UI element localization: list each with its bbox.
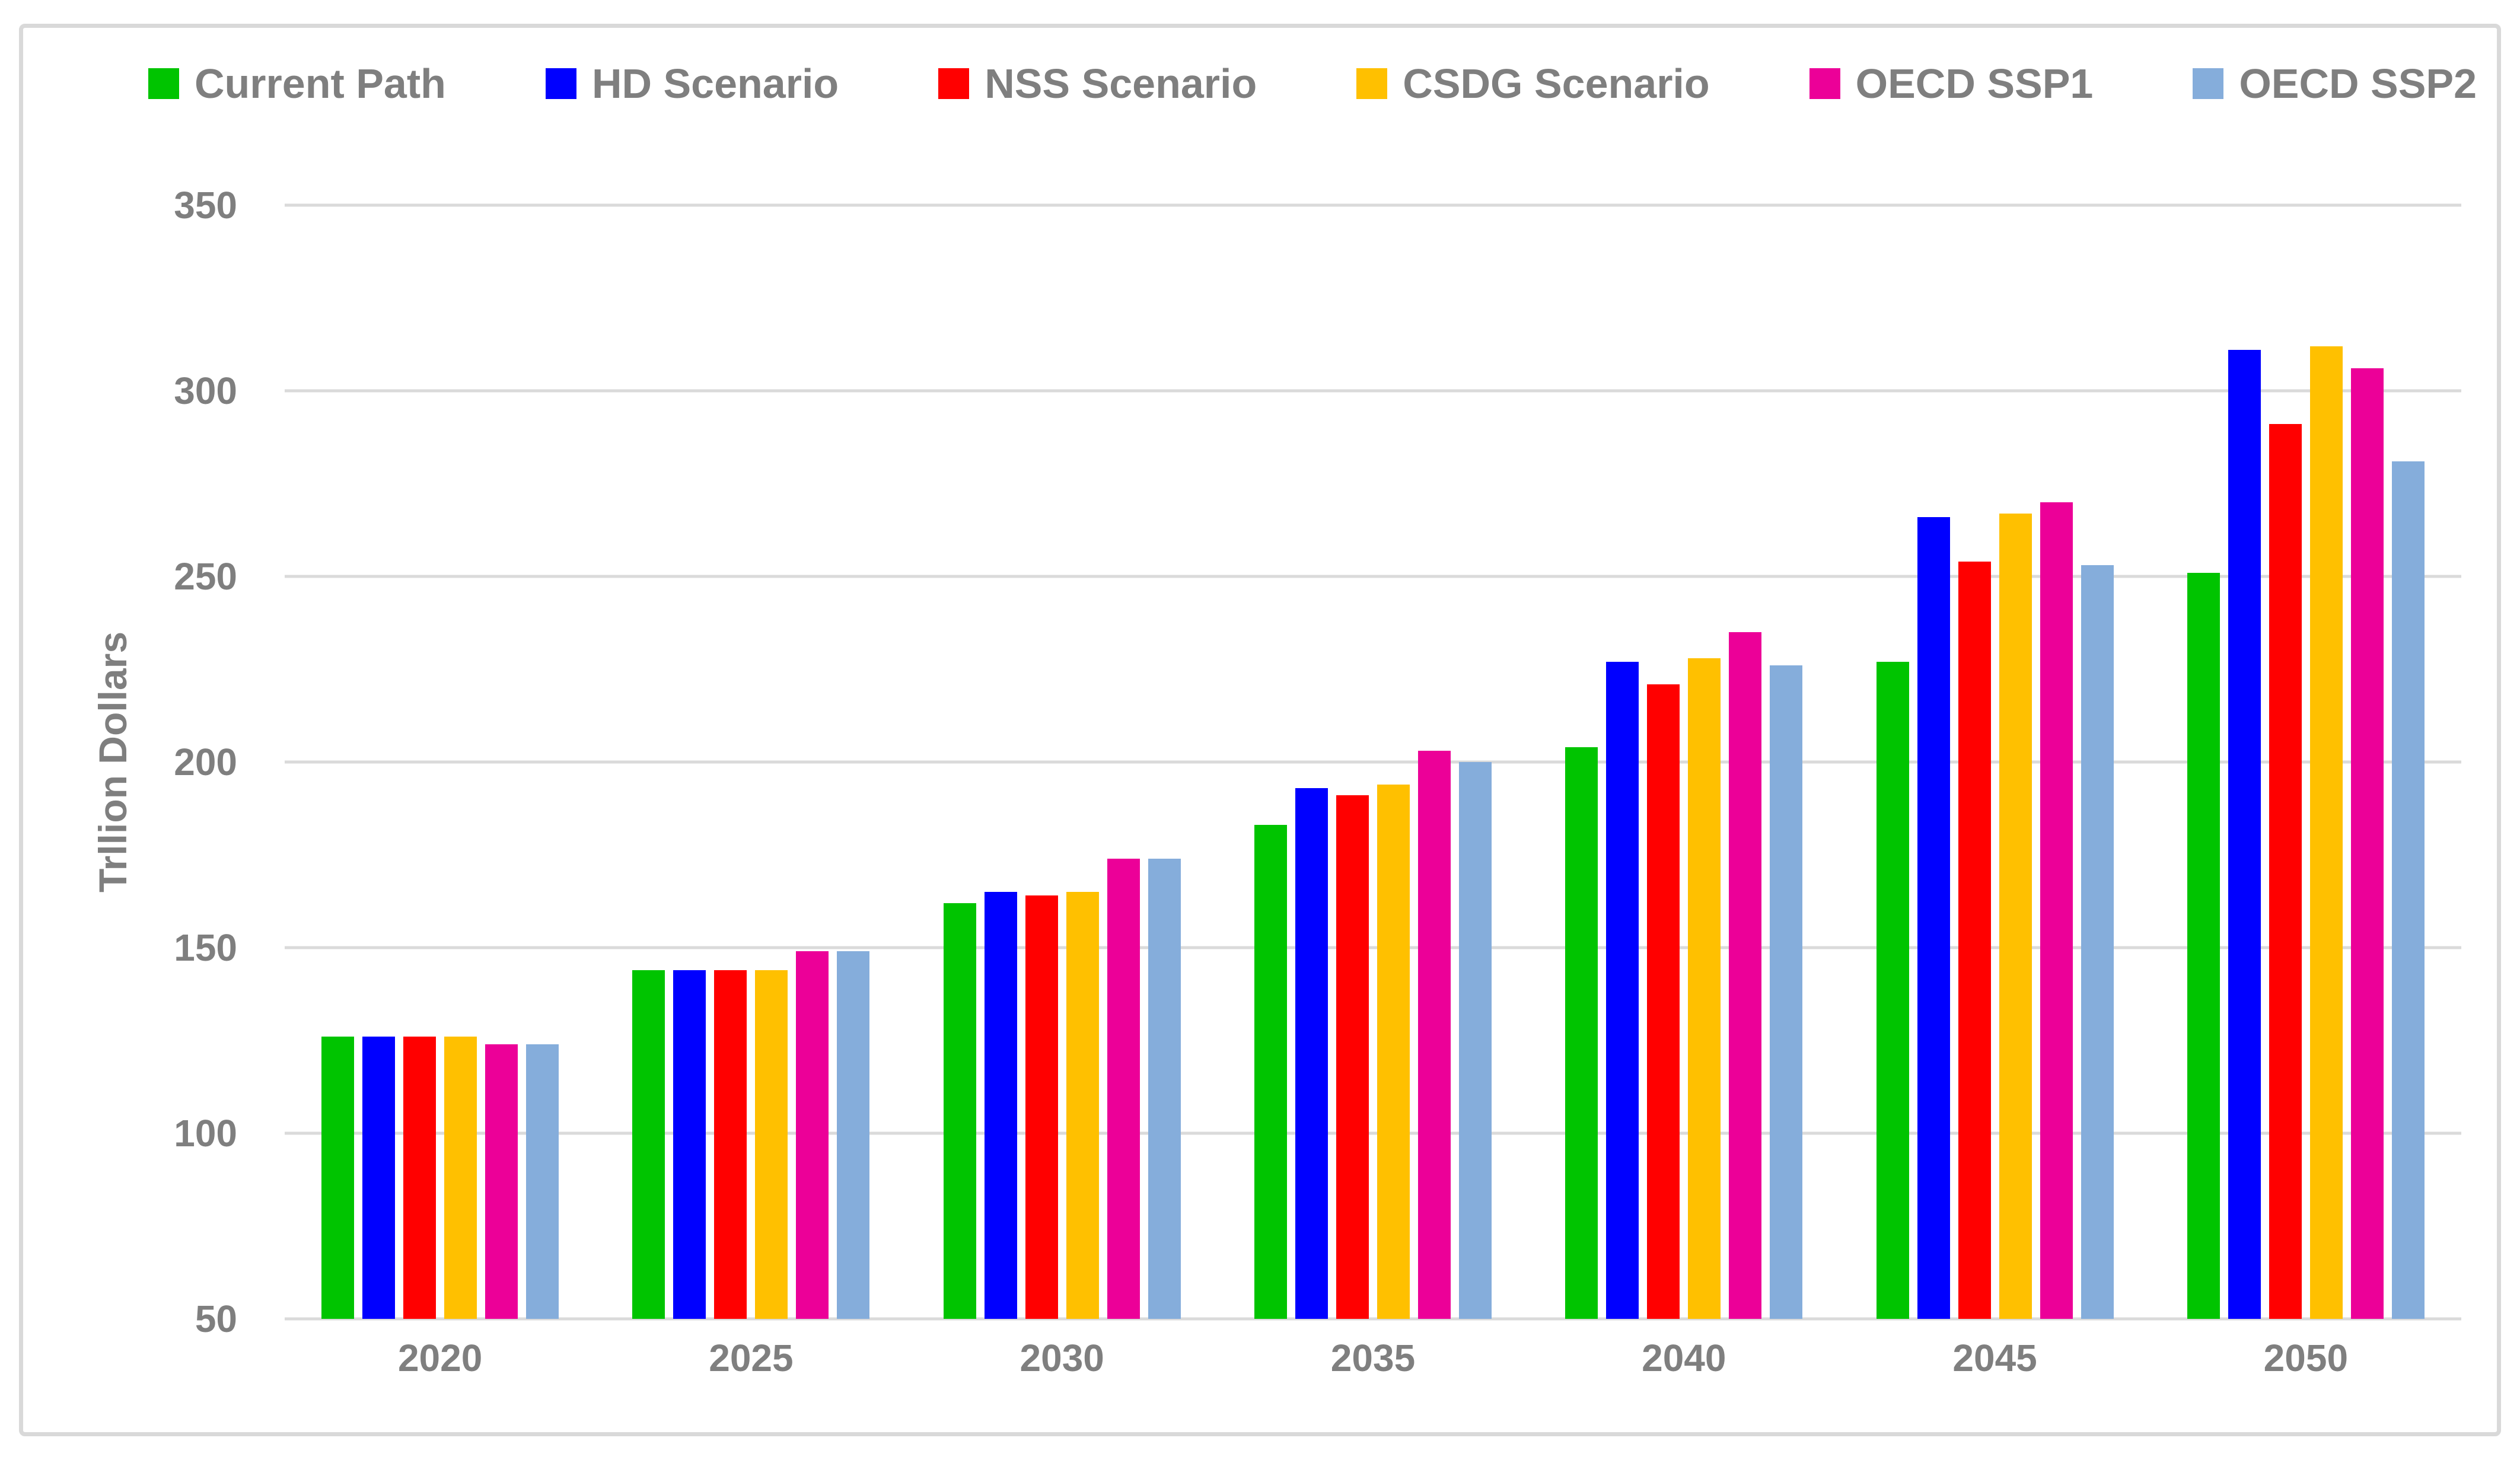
plot-area: [285, 203, 2461, 1321]
bar-2045-oecd-ssp2: [2081, 565, 2114, 1319]
y-tick-label-50: 50: [195, 1298, 237, 1340]
bar-2025-oecd-ssp2: [837, 951, 870, 1319]
bar-2050-oecd-ssp1: [2350, 368, 2384, 1319]
bar-group-2050: [2151, 205, 2461, 1319]
legend-item-oecd-ssp1: OECD SSP1: [1809, 60, 2094, 107]
x-tick-label-2035: 2035: [1330, 1337, 1416, 1379]
bar-2020-current-path: [321, 1037, 355, 1319]
legend-swatch: [938, 68, 970, 99]
legend-swatch: [2193, 68, 2224, 99]
bar-group-2045: [1839, 205, 2150, 1319]
bar-2030-hd-scenario: [984, 892, 1017, 1319]
gridline-150: [285, 946, 2461, 949]
bar-2035-nss-scenario: [1336, 795, 1369, 1319]
legend-label: HD Scenario: [591, 60, 839, 107]
bar-2035-oecd-ssp2: [1458, 762, 1492, 1319]
bar-2045-csdg-scenario: [1999, 513, 2032, 1319]
bar-2035-oecd-ssp1: [1417, 751, 1451, 1319]
legend-swatch: [545, 68, 576, 99]
bar-groups: [285, 205, 2461, 1319]
x-tick-label-2030: 2030: [1020, 1337, 1104, 1379]
bar-2030-oecd-ssp1: [1107, 858, 1140, 1319]
bar-2050-current-path: [2187, 572, 2220, 1319]
bar-group-2030: [907, 205, 1218, 1319]
bar-2025-csdg-scenario: [755, 970, 788, 1319]
legend-item-current-path: Current Path: [148, 63, 446, 104]
gridline-50: [285, 1317, 2461, 1321]
gridline-200: [285, 760, 2461, 764]
y-tick-label-300: 300: [174, 369, 237, 412]
bar-2020-hd-scenario: [362, 1037, 396, 1319]
x-tick-label-2040: 2040: [1642, 1337, 1726, 1379]
bar-2035-hd-scenario: [1295, 788, 1328, 1319]
y-axis-tick-labels: 350 300 250 200 150 100 50: [89, 186, 237, 1338]
bar-2030-nss-scenario: [1025, 895, 1058, 1319]
x-axis-tick-labels: 2020 2025 2030 2035 2040 2045 2050: [285, 1339, 2461, 1377]
bar-2025-oecd-ssp1: [796, 951, 829, 1319]
legend-label: CSDG Scenario: [1403, 60, 1710, 107]
bar-group-2025: [595, 205, 906, 1319]
x-tick-label-2025: 2025: [709, 1337, 794, 1379]
bar-2030-current-path: [943, 903, 976, 1319]
bar-2040-oecd-ssp1: [1729, 632, 1762, 1319]
bar-2050-hd-scenario: [2228, 350, 2261, 1319]
bar-2045-current-path: [1876, 661, 1909, 1319]
bar-2040-nss-scenario: [1647, 684, 1680, 1319]
bar-2020-oecd-ssp2: [526, 1044, 559, 1319]
x-tick-label-2045: 2045: [1952, 1337, 2037, 1379]
legend-label: OECD SSP2: [2239, 60, 2477, 107]
bar-group-2020: [285, 205, 595, 1319]
gridline-300: [285, 389, 2461, 393]
x-tick-label-2050: 2050: [2263, 1337, 2349, 1379]
bar-2025-current-path: [632, 970, 665, 1319]
bar-2050-nss-scenario: [2269, 424, 2302, 1319]
bar-2035-current-path: [1254, 825, 1287, 1319]
legend-swatch: [1356, 68, 1388, 99]
bar-2025-nss-scenario: [714, 970, 747, 1319]
gridline-250: [285, 575, 2461, 578]
bar-2050-oecd-ssp2: [2391, 461, 2425, 1319]
legend-label: Current Path: [195, 60, 446, 107]
bar-2045-nss-scenario: [1958, 561, 1991, 1319]
chart-legend: Current Path HD Scenario NSS Scenario CSDG …: [148, 57, 2477, 110]
bar-2030-oecd-ssp2: [1148, 858, 1181, 1319]
bar-2040-csdg-scenario: [1688, 658, 1721, 1319]
bar-group-2035: [1218, 205, 1528, 1319]
y-tick-label-250: 250: [174, 554, 237, 598]
bar-2050-csdg-scenario: [2309, 346, 2343, 1319]
bar-2020-oecd-ssp1: [485, 1044, 518, 1319]
legend-swatch: [1809, 68, 1840, 99]
y-tick-label-200: 200: [174, 741, 237, 783]
bar-2030-csdg-scenario: [1066, 892, 1099, 1319]
bar-2040-current-path: [1565, 747, 1598, 1319]
y-tick-label-350: 350: [174, 184, 237, 227]
bar-2025-hd-scenario: [673, 970, 706, 1319]
bar-2045-oecd-ssp1: [2040, 502, 2073, 1319]
legend-label: OECD SSP1: [1855, 60, 2094, 107]
y-tick-label-100: 100: [174, 1112, 237, 1155]
gridline-100: [285, 1131, 2461, 1135]
x-tick-label-2020: 2020: [397, 1337, 483, 1379]
legend-swatch: [148, 68, 179, 99]
legend-label: NSS Scenario: [985, 60, 1257, 107]
bar-2020-csdg-scenario: [444, 1037, 477, 1319]
legend-item-nss-scenario: NSS Scenario: [938, 63, 1257, 104]
bar-2040-oecd-ssp2: [1770, 665, 1803, 1319]
legend-item-hd-scenario: HD Scenario: [545, 60, 839, 107]
y-tick-label-150: 150: [174, 926, 237, 969]
bar-2035-csdg-scenario: [1377, 784, 1410, 1319]
bar-2020-nss-scenario: [403, 1037, 437, 1319]
legend-item-csdg-scenario: CSDG Scenario: [1356, 60, 1710, 107]
legend-item-oecd-ssp2: OECD SSP2: [2193, 63, 2477, 104]
bar-group-2040: [1528, 205, 1839, 1319]
bar-2045-hd-scenario: [1917, 517, 1950, 1319]
gridline-350: [285, 203, 2461, 207]
bar-2040-hd-scenario: [1606, 661, 1639, 1319]
